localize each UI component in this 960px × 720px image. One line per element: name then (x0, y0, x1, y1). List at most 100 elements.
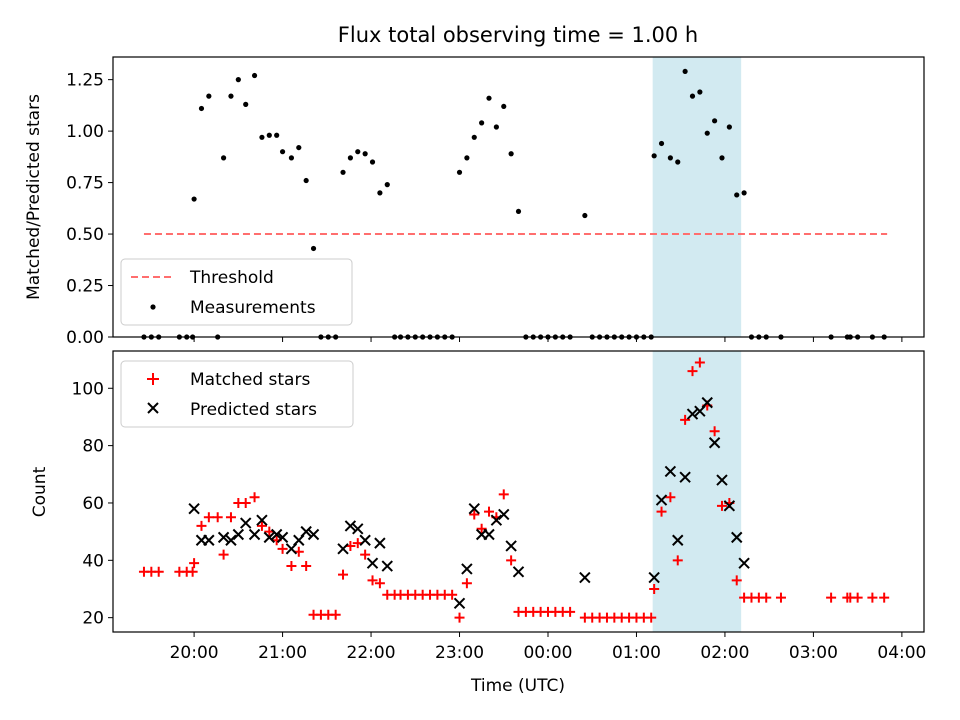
measurement-point (741, 190, 747, 196)
measurement-point (479, 120, 485, 126)
matched-star-point (476, 523, 487, 534)
counts-y-axis-label: Count (30, 466, 50, 517)
predicted-star-point (232, 528, 245, 541)
legend-threshold-label: Threshold (189, 268, 274, 288)
matched-star-point (286, 561, 297, 572)
measurement-point (303, 177, 309, 184)
measurement-point (243, 101, 249, 107)
x-tick-label: 20:00 (170, 643, 219, 663)
counts-points-layer (138, 357, 890, 623)
ratio-y-tick-label: 1.00 (66, 122, 104, 142)
matched-star-point (187, 566, 198, 577)
counts-legend: Matched stars Predicted stars (120, 360, 354, 428)
matched-star-point (374, 578, 385, 589)
counts-highlight-band (652, 351, 742, 632)
predicted-star-point (672, 534, 684, 546)
matched-star-point (680, 414, 691, 425)
matched-star-point (646, 612, 657, 623)
matched-star-point (367, 575, 378, 586)
ratio-y-ticks: 0.00 0.25 0.50 0.75 1.00 1.25 (66, 71, 113, 348)
ratio-y-tick-label: 1.25 (66, 71, 104, 91)
measurement-point (296, 144, 302, 151)
predicted-star-point (276, 531, 289, 544)
measurement-point (471, 134, 477, 140)
matched-star-point (879, 592, 890, 603)
matched-star-point (867, 592, 878, 603)
predicted-star-point (453, 597, 466, 610)
predicted-star-point (686, 408, 699, 420)
matched-star-point (153, 566, 164, 577)
matched-star-point (256, 520, 267, 531)
x-tick-label: 02:00 (700, 643, 749, 663)
x-tick-label: 21:00 (258, 643, 307, 663)
ratio-axes-frame (112, 56, 925, 338)
predicted-star-point (498, 508, 510, 521)
matched-star-point (330, 609, 341, 620)
matched-star-point (447, 589, 458, 600)
predicted-star-point (701, 396, 713, 409)
matched-star-point (203, 512, 214, 523)
matched-star-point (506, 555, 517, 566)
legend-matched-label: Matched stars (190, 370, 310, 390)
measurement-point (719, 155, 725, 161)
measurement-point (726, 124, 732, 130)
x-tick-label: 01:00 (612, 643, 661, 663)
predicted-star-point (359, 534, 371, 546)
legend-measurements-swatch (150, 304, 156, 310)
x-tick-label: 00:00 (523, 643, 572, 663)
counts-y-tick-label: 60 (82, 494, 104, 514)
x-tick-label: 23:00 (435, 643, 484, 663)
measurement-point (198, 105, 205, 112)
matched-star-point (189, 558, 200, 569)
ratio-highlight-band (652, 57, 742, 337)
measurement-point (651, 153, 657, 159)
measurement-point (384, 182, 390, 188)
measurement-point (228, 93, 234, 99)
predicted-star-point (655, 494, 668, 506)
measurement-point (347, 155, 354, 161)
measurement-point (288, 155, 295, 161)
measurement-point (493, 124, 499, 130)
predicted-star-point (337, 543, 349, 555)
measurement-point (251, 72, 258, 79)
matched-star-point (656, 506, 667, 517)
matched-star-point (225, 512, 236, 523)
predicted-star-point (738, 557, 750, 569)
ratio-y-axis-label: Matched/Predicted stars (24, 94, 44, 300)
measurement-point (508, 151, 514, 157)
predicted-star-point (203, 534, 215, 546)
matched-star-point (694, 357, 705, 368)
measurement-point (658, 140, 665, 147)
predicted-star-point (263, 531, 276, 544)
predicted-star-point (374, 537, 386, 549)
predicted-star-point (307, 528, 320, 541)
counts-legend-box (120, 360, 354, 428)
predicted-star-point (381, 560, 393, 572)
measurement-point (486, 95, 492, 101)
matched-star-point (218, 549, 229, 560)
matched-star-point (761, 592, 772, 603)
legend-predicted-label: Predicted stars (190, 400, 317, 420)
measurement-point (501, 103, 507, 110)
measurement-point (279, 149, 286, 155)
predicted-star-point (679, 471, 691, 483)
predicted-star-point (225, 534, 237, 546)
predicted-star-point (256, 514, 268, 526)
x-tick-label: 03:00 (789, 643, 838, 663)
ratio-legend: Threshold Measurements (120, 258, 353, 326)
measurement-point (675, 159, 681, 165)
matched-star-point (665, 492, 676, 503)
matched-star-point (852, 592, 863, 603)
predicted-star-point (505, 540, 517, 552)
matched-star-point (649, 583, 660, 594)
predicted-star-point (352, 523, 364, 535)
predicted-star-point (723, 500, 736, 512)
ratio-legend-box (120, 258, 353, 326)
predicted-star-point (716, 474, 728, 486)
matched-star-point (301, 561, 312, 572)
measurement-point (206, 93, 212, 99)
measurement-point (582, 212, 588, 219)
measurement-point (220, 155, 227, 161)
measurement-point (667, 155, 673, 161)
